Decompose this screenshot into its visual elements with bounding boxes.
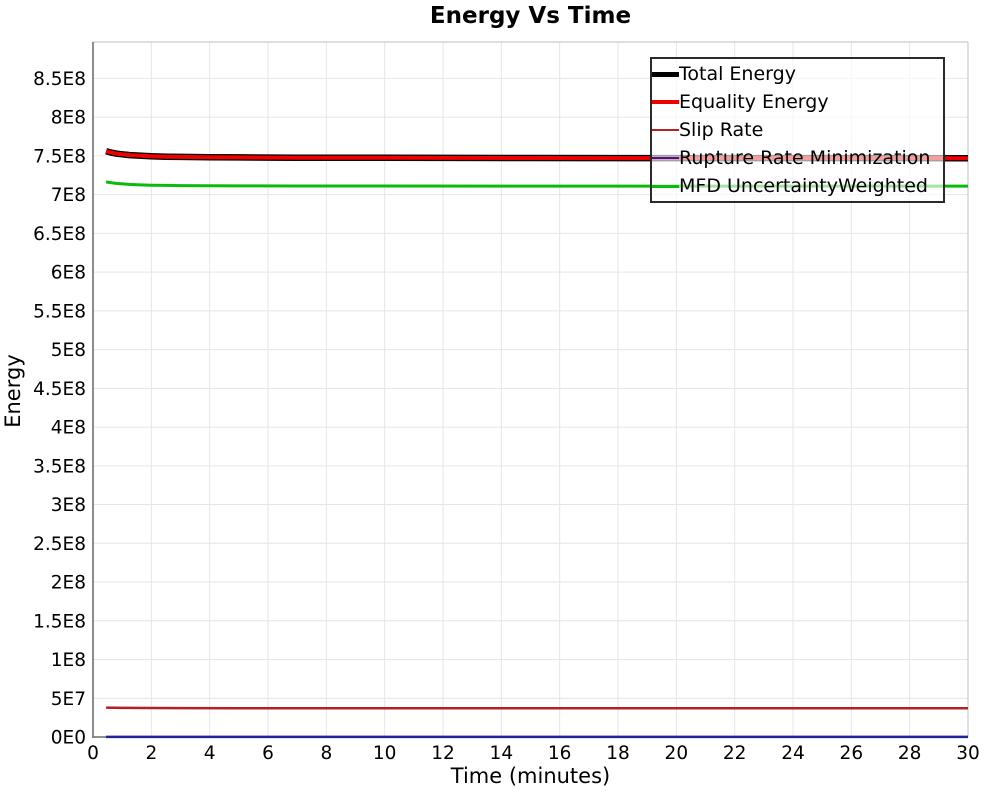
y-tick-label: 8E8 — [51, 108, 86, 129]
x-tick-label: 14 — [490, 743, 514, 764]
legend-item: Slip Rate — [652, 116, 943, 144]
legend-item: MFD UncertaintyWeighted — [652, 172, 943, 200]
x-tick-label: 28 — [898, 743, 922, 764]
y-axis-label: Energy — [1, 354, 25, 428]
y-tick-label: 2E8 — [51, 573, 86, 594]
y-tick-label: 8.5E8 — [33, 69, 86, 90]
x-tick-label: 24 — [781, 743, 805, 764]
y-tick-label: 0E0 — [51, 728, 86, 749]
x-tick-label: 18 — [606, 743, 630, 764]
legend-line-swatch — [652, 184, 679, 188]
y-tick-label: 7.5E8 — [33, 146, 86, 167]
y-tick-label: 1E8 — [51, 650, 86, 671]
x-tick-label: 30 — [956, 743, 980, 764]
y-tick-label: 5E8 — [51, 340, 86, 361]
y-tick-label: 6E8 — [51, 263, 86, 284]
x-tick-label: 12 — [431, 743, 455, 764]
y-tick-label: 6.5E8 — [33, 224, 86, 245]
legend-line-swatch — [652, 100, 679, 104]
legend-label: Equality Energy — [679, 91, 829, 113]
x-tick-label: 0 — [87, 743, 99, 764]
series-line-slip-rate — [106, 706, 968, 710]
x-tick-label: 22 — [723, 743, 747, 764]
series-line-equality-energy — [105, 149, 969, 161]
y-tick-label: 1.5E8 — [33, 611, 86, 632]
legend-item: Rupture Rate Minimization — [652, 144, 943, 172]
y-tick-label: 3.5E8 — [33, 456, 86, 477]
y-tick-label: 7E8 — [51, 185, 86, 206]
y-tick-label: 4.5E8 — [33, 379, 86, 400]
y-tick-label: 2.5E8 — [33, 534, 86, 555]
y-tick-label: 5.5E8 — [33, 301, 86, 322]
legend-item: Equality Energy — [652, 88, 943, 116]
y-tick-label: 3E8 — [51, 495, 86, 516]
legend-line-swatch — [652, 128, 679, 132]
legend-label: MFD UncertaintyWeighted — [679, 175, 928, 197]
y-tick-label: 4E8 — [51, 418, 86, 439]
x-tick-label: 4 — [204, 743, 216, 764]
chart-title: Energy Vs Time — [429, 3, 632, 29]
legend-line-swatch — [652, 156, 679, 160]
legend-label: Total Energy — [679, 63, 796, 85]
legend-line-swatch — [652, 71, 679, 77]
x-tick-label: 20 — [665, 743, 689, 764]
series-line-mfd-uncertaintyweighted — [105, 180, 968, 188]
legend-label: Slip Rate — [679, 119, 764, 141]
x-axis-label: Time (minutes) — [450, 764, 611, 788]
x-tick-label: 10 — [373, 743, 397, 764]
legend-label: Rupture Rate Minimization — [679, 147, 931, 169]
legend-item: Total Energy — [652, 60, 943, 88]
x-tick-label: 16 — [548, 743, 572, 764]
x-tick-label: 6 — [262, 743, 274, 764]
legend: Total Energy Equality Energy Slip Rate Rupt… — [650, 57, 945, 203]
x-tick-label: 8 — [320, 743, 332, 764]
y-tick-label: 5E7 — [51, 689, 86, 710]
x-tick-label: 2 — [145, 743, 157, 764]
x-tick-label: 26 — [840, 743, 864, 764]
